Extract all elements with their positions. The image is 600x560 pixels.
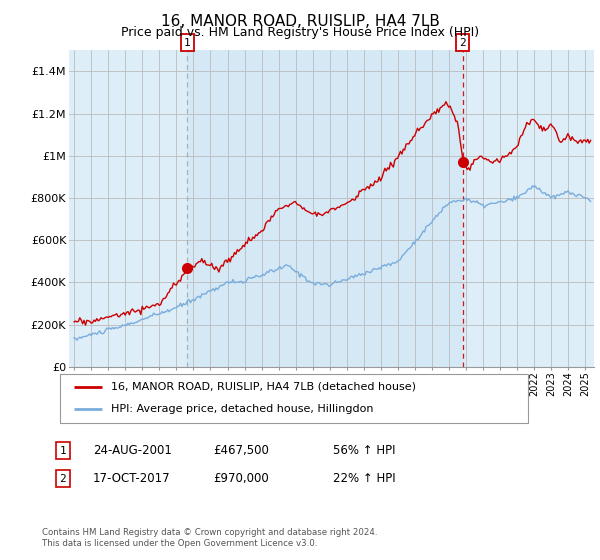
Text: 16, MANOR ROAD, RUISLIP, HA4 7LB (detached house): 16, MANOR ROAD, RUISLIP, HA4 7LB (detach…	[112, 382, 416, 392]
Text: 56% ↑ HPI: 56% ↑ HPI	[333, 444, 395, 458]
Text: 24-AUG-2001: 24-AUG-2001	[93, 444, 172, 458]
Text: 22% ↑ HPI: 22% ↑ HPI	[333, 472, 395, 486]
Text: 2: 2	[59, 474, 67, 484]
Text: 1: 1	[59, 446, 67, 456]
Text: Contains HM Land Registry data © Crown copyright and database right 2024.
This d: Contains HM Land Registry data © Crown c…	[42, 528, 377, 548]
Bar	[187, 50, 463, 367]
Text: 16, MANOR ROAD, RUISLIP, HA4 7LB: 16, MANOR ROAD, RUISLIP, HA4 7LB	[161, 14, 439, 29]
Text: £467,500: £467,500	[213, 444, 269, 458]
Text: Price paid vs. HM Land Registry's House Price Index (HPI): Price paid vs. HM Land Registry's House …	[121, 26, 479, 39]
Text: 2: 2	[460, 38, 466, 48]
Text: £970,000: £970,000	[213, 472, 269, 486]
Text: 1: 1	[184, 38, 191, 48]
Text: 17-OCT-2017: 17-OCT-2017	[93, 472, 170, 486]
FancyBboxPatch shape	[60, 374, 528, 423]
Text: HPI: Average price, detached house, Hillingdon: HPI: Average price, detached house, Hill…	[112, 404, 374, 414]
